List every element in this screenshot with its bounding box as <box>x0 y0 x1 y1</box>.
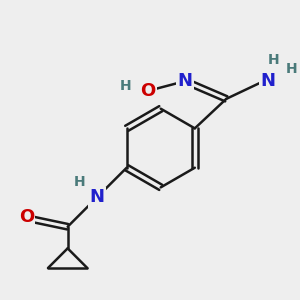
Text: H: H <box>285 62 297 76</box>
Text: H: H <box>120 79 132 93</box>
Text: N: N <box>260 72 275 90</box>
Text: O: O <box>19 208 34 226</box>
Text: N: N <box>178 72 193 90</box>
Text: H: H <box>74 176 85 190</box>
Text: N: N <box>90 188 105 206</box>
Text: O: O <box>140 82 155 100</box>
Text: H: H <box>268 52 279 67</box>
